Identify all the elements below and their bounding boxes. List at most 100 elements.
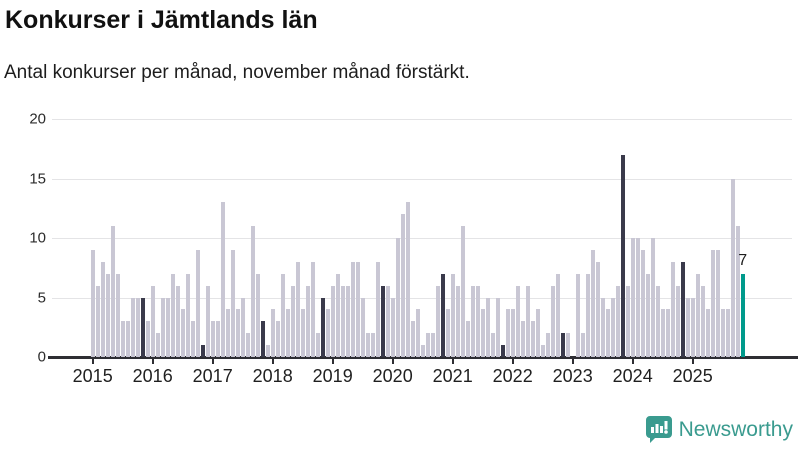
bar-2022-m10: [555, 273, 560, 357]
bar-2020-m1: [390, 297, 395, 357]
bar-2024-m9: [670, 261, 675, 357]
last-bar-value-label: 7: [738, 251, 748, 269]
x-axis-tick-2017: [211, 357, 214, 364]
bar-2025-m7: [720, 309, 725, 357]
bar-2022-m9: [550, 285, 555, 357]
x-axis-label-2018: 2018: [252, 366, 293, 386]
chart-subtitle: Antal konkurser per månad, november måna…: [4, 62, 470, 83]
y-axis-label-10: 10: [29, 229, 46, 247]
bar-2025-m5: [710, 249, 715, 357]
bar-2022-m4: [525, 285, 530, 357]
bar-2021-m9: [490, 333, 495, 357]
page-title: Konkurser i Jämtlands län: [5, 6, 318, 34]
bar-2025-m11: [740, 273, 745, 357]
bar-2015-m11: [140, 297, 145, 357]
bar-2018-m10: [315, 333, 320, 357]
bar-2023-m4: [585, 273, 590, 357]
bar-2020-m8: [425, 333, 430, 357]
bar-2019-m3: [340, 285, 345, 357]
x-axis-tick-2021: [451, 357, 454, 364]
newsworthy-bubble-chart-icon: [645, 416, 672, 443]
bar-2020-m10: [435, 285, 440, 357]
bar-2015-m7: [120, 321, 125, 357]
bar-2025-m4: [705, 309, 710, 357]
bar-2025-m6: [715, 249, 720, 357]
x-axis-label-2024: 2024: [612, 366, 653, 386]
bar-2022-m1: [510, 309, 515, 357]
bar-2018-m6: [295, 261, 300, 357]
bar-2022-m8: [545, 333, 550, 357]
bar-2022-m12: [565, 333, 570, 357]
bar-2020-m12: [445, 309, 450, 357]
bar-2015-m3: [100, 261, 105, 357]
bar-2024-m1: [630, 238, 635, 357]
bar-2019-m10: [375, 261, 380, 357]
bar-2024-m2: [635, 238, 640, 357]
bar-2021-m11: [500, 345, 505, 357]
y-axis-label-15: 15: [29, 170, 46, 187]
bar-2024-m3: [640, 249, 645, 357]
bar-2023-m7: [600, 297, 605, 357]
bar-2018-m8: [305, 285, 310, 357]
bar-2024-m11: [680, 261, 685, 357]
bar-2019-m12: [385, 285, 390, 357]
x-axis-tick-2018: [271, 357, 274, 364]
bar-2017-m8: [245, 333, 250, 357]
gridline-y-5: [52, 297, 792, 299]
bar-2020-m2: [395, 238, 400, 357]
bar-chart-plot-area: [48, 119, 798, 364]
bar-2023-m5: [590, 249, 595, 357]
bar-2017-m6: [235, 309, 240, 357]
x-axis-tick-2019: [331, 357, 334, 364]
bar-2022-m7: [540, 345, 545, 357]
bar-2025-m2: [695, 273, 700, 357]
bar-2023-m9: [610, 297, 615, 357]
bar-2016-m3: [160, 297, 165, 357]
bar-2017-m10: [255, 273, 260, 357]
bar-2018-m2: [275, 321, 280, 357]
bar-2023-m8: [605, 309, 610, 357]
bar-2024-m10: [675, 285, 680, 357]
bar-2024-m12: [685, 297, 690, 357]
x-axis-label-2023: 2023: [552, 366, 593, 386]
x-axis-label-2025: 2025: [672, 366, 713, 386]
bar-2016-m7: [180, 309, 185, 357]
bar-2022-m6: [535, 309, 540, 357]
bar-2019-m5: [350, 261, 355, 357]
bar-2017-m5: [230, 249, 235, 357]
x-axis-tick-2024: [631, 357, 634, 364]
x-axis-tick-2023: [571, 357, 574, 364]
x-axis-label-2019: 2019: [312, 366, 353, 386]
bar-2019-m2: [335, 273, 340, 357]
bar-2023-m3: [580, 333, 585, 357]
bar-2021-m12: [505, 309, 510, 357]
bar-2021-m4: [465, 321, 470, 357]
bar-2017-m4: [225, 309, 230, 357]
bar-2020-m6: [415, 309, 420, 357]
bar-2024-m5: [650, 238, 655, 357]
y-axis-label-0: 0: [37, 348, 46, 366]
bar-2015-m12: [145, 321, 150, 357]
bar-2022-m5: [530, 321, 535, 357]
bar-2015-m2: [95, 285, 100, 357]
newsworthy-logo: Newsworthy: [645, 416, 793, 443]
x-axis-tick-2016: [151, 357, 154, 364]
bar-2018-m11: [320, 297, 325, 357]
y-axis-label-20: 20: [29, 110, 46, 128]
bar-2015-m4: [105, 273, 110, 357]
bar-2015-m9: [130, 297, 135, 357]
bar-2018-m7: [300, 309, 305, 357]
bar-2019-m8: [365, 333, 370, 357]
bar-2023-m6: [595, 261, 600, 357]
bar-2023-m12: [625, 285, 630, 357]
bar-2021-m10: [495, 297, 500, 357]
bar-2019-m1: [330, 285, 335, 357]
bar-2021-m3: [460, 226, 465, 357]
bar-2015-m10: [135, 297, 140, 357]
bar-2017-m7: [240, 297, 245, 357]
bar-2016-m2: [155, 333, 160, 357]
x-axis-label-2022: 2022: [492, 366, 533, 386]
bar-2023-m10: [615, 285, 620, 357]
bar-2023-m11: [620, 154, 625, 357]
gridline-y-10: [52, 238, 792, 239]
